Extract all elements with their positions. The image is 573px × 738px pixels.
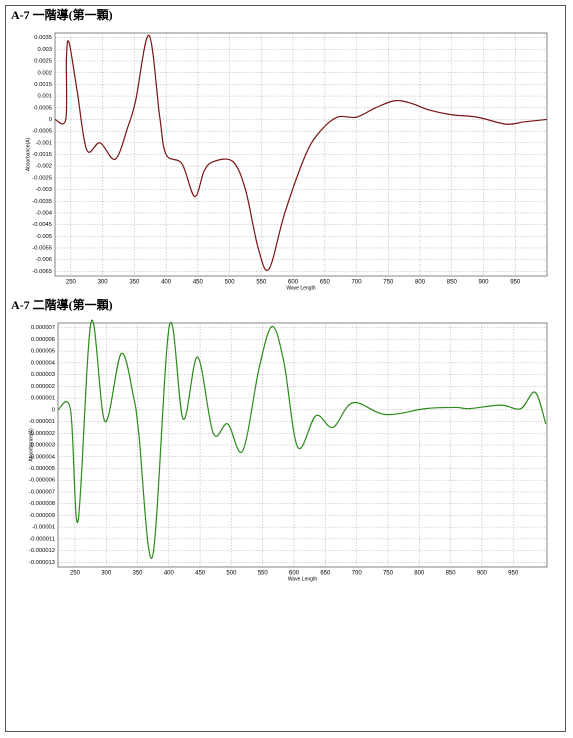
y-tick-label: -0.0005 — [32, 129, 52, 135]
page-frame — [5, 5, 566, 732]
x-tick-label: 800 — [415, 280, 426, 286]
x-tick-label: 250 — [66, 280, 77, 286]
y-tick-label: 0.000007 — [31, 325, 55, 331]
y-tick-label: 0.001 — [37, 94, 52, 100]
y-tick-label: -0.000009 — [29, 513, 55, 519]
x-tick-label: 800 — [414, 571, 425, 577]
y-tick-label: -0.0065 — [32, 269, 52, 275]
x-tick-label: 250 — [70, 571, 81, 577]
chart-title: A-7 二階導(第一顆) — [11, 297, 113, 312]
x-tick-label: 700 — [352, 280, 363, 286]
y-tick-label: -0.0045 — [32, 222, 52, 228]
y-tick-label: -0.003 — [36, 187, 52, 193]
y-tick-label: -0.001 — [36, 140, 52, 146]
y-axis-label: Absorbance(A) — [28, 428, 34, 462]
x-tick-label: 850 — [446, 571, 457, 577]
y-tick-label: -0.000007 — [29, 489, 55, 495]
x-axis-label: Wave Length — [288, 576, 317, 582]
y-tick-label: 0.000003 — [31, 372, 55, 378]
x-tick-label: 900 — [477, 571, 488, 577]
chart-title: A-7 一階導(第一顆) — [11, 7, 113, 22]
y-tick-label: 0.0015 — [34, 82, 52, 88]
y-tick-label: 0.0005 — [34, 105, 52, 111]
x-tick-label: 500 — [225, 280, 236, 286]
y-tick-label: -0.000004 — [29, 454, 56, 460]
x-tick-label: 950 — [510, 280, 521, 286]
x-tick-label: 650 — [320, 571, 331, 577]
x-tick-label: 700 — [352, 571, 363, 577]
y-tick-label: -0.0015 — [32, 152, 52, 158]
x-tick-label: 350 — [129, 280, 140, 286]
y-tick-label: -0.0025 — [32, 175, 52, 181]
y-tick-label: -0.000005 — [29, 466, 55, 472]
x-tick-label: 500 — [226, 571, 237, 577]
y-tick-label: 0 — [49, 117, 52, 123]
x-tick-label: 750 — [383, 571, 394, 577]
y-tick-label: 0.0025 — [34, 59, 52, 65]
y-tick-label: -0.0035 — [32, 199, 52, 205]
y-tick-label: -0.000001 — [29, 419, 55, 425]
y-tick-label: -0.000002 — [29, 431, 55, 437]
y-tick-label: -0.004 — [36, 210, 53, 216]
x-tick-label: 750 — [383, 280, 394, 286]
y-tick-label: -0.000006 — [29, 478, 55, 484]
data-line — [54, 34, 548, 271]
y-tick-label: 0.000004 — [31, 360, 56, 366]
x-tick-label: 550 — [258, 571, 269, 577]
data-line — [57, 319, 547, 559]
x-tick-label: 450 — [193, 280, 204, 286]
x-tick-label: 650 — [320, 280, 331, 286]
y-tick-label: -0.0055 — [32, 245, 52, 251]
x-tick-label: 550 — [256, 280, 267, 286]
x-tick-label: 600 — [289, 571, 300, 577]
x-tick-label: 300 — [98, 280, 109, 286]
y-tick-label: -0.000012 — [29, 548, 55, 554]
y-axis-label: Absorbance(A) — [25, 137, 31, 171]
x-tick-label: 400 — [164, 571, 175, 577]
x-tick-label: 900 — [479, 280, 490, 286]
x-axis-label: Wave Length — [286, 285, 315, 291]
y-tick-label: -0.00001 — [32, 525, 55, 531]
y-tick-label: -0.000008 — [29, 501, 55, 507]
y-tick-label: -0.000003 — [29, 443, 55, 449]
y-tick-label: 0.0035 — [34, 35, 52, 41]
x-tick-label: 850 — [447, 280, 458, 286]
x-tick-label: 950 — [508, 571, 519, 577]
y-tick-label: 0.000005 — [31, 349, 55, 355]
x-tick-label: 300 — [101, 571, 112, 577]
y-tick-label: 0 — [52, 407, 55, 413]
y-tick-label: -0.000013 — [29, 560, 55, 566]
y-tick-label: -0.002 — [36, 164, 52, 170]
y-tick-label: 0.002 — [37, 70, 52, 76]
y-tick-label: -0.006 — [36, 257, 52, 263]
x-tick-label: 350 — [133, 571, 144, 577]
y-tick-label: 0.000002 — [31, 384, 55, 390]
y-tick-label: -0.000011 — [29, 536, 55, 542]
y-tick-label: 0.000001 — [31, 396, 55, 402]
y-tick-label: -0.005 — [36, 234, 52, 240]
x-tick-label: 600 — [288, 280, 299, 286]
y-tick-label: 0.000006 — [31, 337, 55, 343]
x-tick-label: 450 — [195, 571, 206, 577]
x-tick-label: 400 — [161, 280, 172, 286]
y-tick-label: 0.003 — [37, 47, 52, 53]
